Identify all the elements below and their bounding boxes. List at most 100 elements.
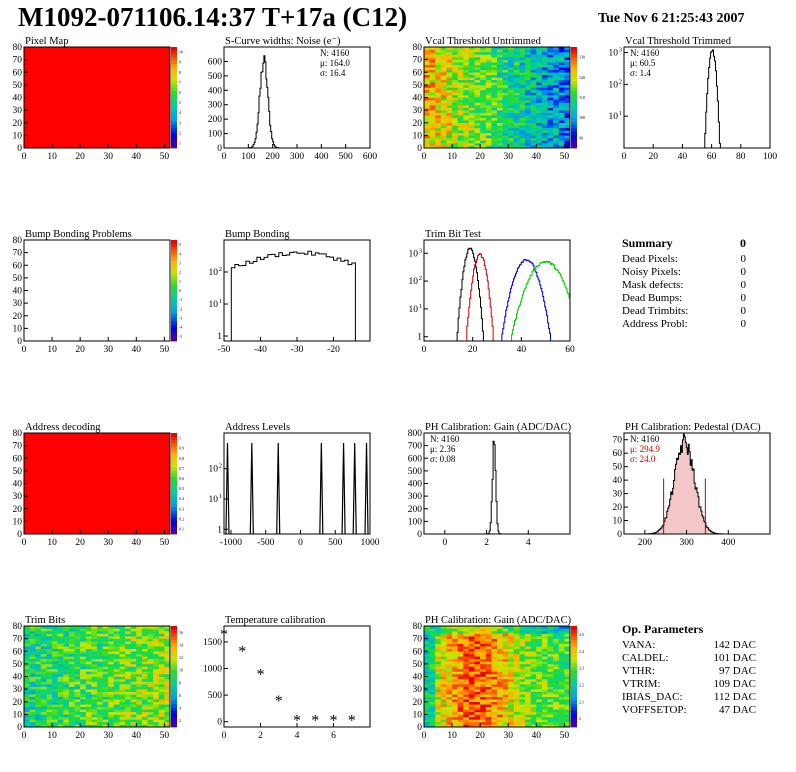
heatmap-cell	[508, 132, 515, 136]
heatmap-cell	[525, 658, 531, 662]
heatmap-cell	[508, 636, 515, 639]
heatmap-cell	[519, 87, 526, 91]
heatmap-cell	[119, 724, 126, 728]
palette-tick-label: 0.8	[179, 456, 184, 461]
heatmap-cell	[35, 701, 42, 705]
heatmap-cell	[491, 719, 498, 723]
heatmap-cell	[113, 724, 120, 728]
palette-cell	[171, 723, 177, 728]
heatmap-cell	[440, 668, 447, 672]
heatmap-cell	[468, 706, 475, 710]
heatmap-cell	[452, 59, 458, 63]
heatmap-cell	[480, 651, 487, 655]
heatmap-cell	[485, 684, 492, 687]
heatmap-cell	[457, 47, 464, 50]
heatmap-cell	[35, 722, 42, 725]
heatmap-cell	[85, 656, 92, 660]
heatmap-cell	[547, 82, 554, 86]
address-level-peak	[276, 443, 281, 535]
heatmap-cell	[491, 646, 498, 649]
y-tick-label: 40	[413, 673, 423, 683]
heatmap-cell	[429, 127, 436, 131]
heatmap-cell	[80, 653, 87, 657]
heatmap-cell	[130, 658, 137, 662]
heatmap-cell	[57, 714, 64, 718]
heatmap-cell	[558, 711, 565, 715]
heatmap-cell	[435, 145, 442, 149]
heatmap-cell	[536, 658, 543, 662]
heatmap-cell	[446, 626, 453, 629]
heatmap-cell	[452, 626, 458, 629]
heatmap-cell	[480, 648, 487, 652]
heatmap-cell	[119, 696, 126, 700]
y-tick-label: 10	[209, 495, 219, 505]
heatmap-cell	[519, 122, 526, 126]
heatmap-cell	[485, 661, 492, 665]
heatmap-cell	[530, 656, 537, 660]
heatmap-cell	[468, 100, 475, 103]
palette-cell	[571, 723, 577, 728]
palette-cell	[571, 121, 577, 125]
heatmap-cell	[474, 135, 481, 139]
heatmap-cell	[519, 77, 526, 81]
heatmap-cell	[508, 709, 515, 713]
heatmap-cell	[46, 628, 53, 632]
heatmap-cell	[474, 716, 481, 720]
heatmap-cell	[519, 668, 526, 672]
heatmap-cell	[91, 724, 98, 728]
heatmap-cell	[85, 722, 92, 725]
heatmap-cell	[519, 671, 526, 675]
heatmap-cell	[502, 117, 509, 121]
heatmap-cell	[468, 689, 475, 692]
heatmap-cell	[547, 638, 554, 642]
heatmap-cell	[485, 67, 492, 70]
palette-cell	[571, 626, 577, 630]
heatmap-cell	[52, 633, 58, 637]
heatmap-cell	[435, 132, 442, 136]
heatmap-cell	[536, 132, 543, 136]
heatmap-cell	[485, 679, 492, 682]
heatmap-cell	[97, 689, 103, 692]
heatmap-cell	[158, 653, 165, 657]
heatmap-cell	[558, 82, 565, 86]
heatmap-cell	[46, 696, 53, 700]
palette-cell	[171, 250, 177, 254]
heatmap-cell	[547, 52, 554, 55]
heatmap-cell	[440, 656, 447, 660]
heatmap-cell	[553, 711, 560, 715]
heatmap-cell	[525, 671, 531, 675]
heatmap-cell	[68, 653, 75, 657]
heatmap-cell	[153, 666, 160, 670]
palette-cell	[571, 70, 577, 75]
heatmap-cell	[158, 666, 165, 670]
chart-temp-calibration: Temperature calibration***** * * *0 2 4 605001…	[203, 615, 371, 741]
heatmap-cell	[525, 684, 531, 687]
heatmap-cell	[424, 82, 430, 86]
heatmap-cell	[468, 117, 475, 121]
heatmap-cell	[46, 638, 53, 642]
palette-cell	[571, 652, 577, 657]
heatmap-cell	[519, 74, 526, 78]
heatmap-cell	[429, 638, 436, 642]
heatmap-cell	[63, 676, 70, 680]
heatmap-cell	[429, 686, 436, 690]
heatmap-cell	[553, 706, 560, 710]
heatmap-cell	[29, 686, 36, 690]
heatmap-cell	[435, 84, 442, 88]
y-tick-label: 40	[413, 94, 423, 104]
heatmap-cell	[502, 122, 509, 126]
heatmap-cell	[502, 89, 509, 93]
heatmap-cell	[519, 130, 526, 134]
heatmap-cell	[97, 651, 103, 655]
heatmap-cell	[29, 689, 36, 692]
heatmap-cell	[558, 59, 565, 63]
heatmap-cell	[85, 636, 92, 639]
heatmap-cell	[558, 709, 565, 713]
heatmap-cell	[519, 67, 526, 70]
heatmap-cell	[435, 49, 442, 53]
heatmap-cell	[502, 112, 509, 116]
heatmap-cell	[474, 130, 481, 134]
heatmap-cell	[530, 115, 537, 118]
heatmap-cell	[97, 636, 103, 639]
heatmap-cell	[463, 668, 470, 672]
